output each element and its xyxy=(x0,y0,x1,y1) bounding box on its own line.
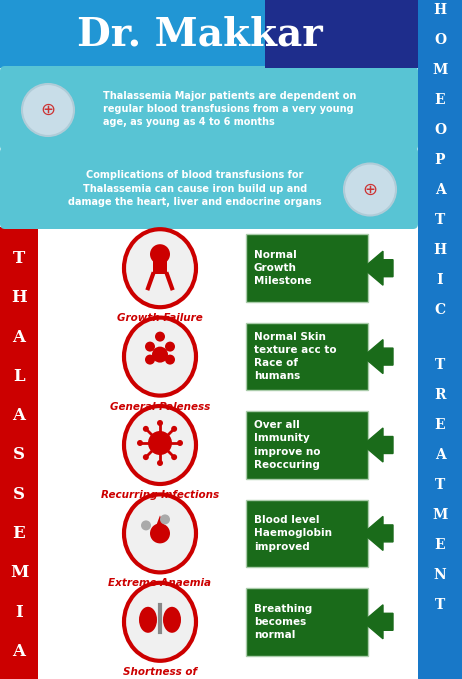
Text: Over all
Immunity
improve no
Reoccuring: Over all Immunity improve no Reoccuring xyxy=(254,420,321,470)
Text: A: A xyxy=(435,183,445,197)
Text: R: R xyxy=(434,388,446,402)
Text: Recurring Infections: Recurring Infections xyxy=(101,490,219,500)
Circle shape xyxy=(160,515,170,524)
Circle shape xyxy=(171,454,177,460)
Text: N: N xyxy=(434,568,446,582)
Text: M: M xyxy=(432,63,448,77)
FancyBboxPatch shape xyxy=(153,256,167,274)
Circle shape xyxy=(150,244,170,264)
Text: A: A xyxy=(12,407,25,424)
Circle shape xyxy=(137,440,143,446)
Text: S: S xyxy=(13,447,25,464)
Text: General Paleness: General Paleness xyxy=(110,401,210,411)
Circle shape xyxy=(148,431,172,455)
Text: P: P xyxy=(435,153,445,167)
FancyBboxPatch shape xyxy=(246,234,368,302)
Text: Breathing
becomes
normal: Breathing becomes normal xyxy=(254,604,312,640)
Text: M: M xyxy=(432,508,448,522)
Circle shape xyxy=(141,520,151,530)
Polygon shape xyxy=(154,515,166,532)
FancyBboxPatch shape xyxy=(0,147,418,229)
Text: I: I xyxy=(437,273,444,287)
Text: ⊕: ⊕ xyxy=(41,101,55,119)
Text: O: O xyxy=(434,33,446,47)
Text: E: E xyxy=(435,418,445,432)
FancyArrow shape xyxy=(363,340,393,373)
Text: A: A xyxy=(12,329,25,346)
Text: T: T xyxy=(435,213,445,227)
FancyBboxPatch shape xyxy=(0,227,38,679)
Ellipse shape xyxy=(124,318,196,396)
FancyBboxPatch shape xyxy=(246,323,368,390)
FancyArrow shape xyxy=(363,517,393,551)
Circle shape xyxy=(344,164,396,215)
Circle shape xyxy=(165,354,175,365)
Text: A: A xyxy=(435,448,445,462)
Text: Normal Skin
texture acc to
Race of
humans: Normal Skin texture acc to Race of human… xyxy=(254,332,337,382)
Circle shape xyxy=(145,342,155,352)
Text: M: M xyxy=(10,564,28,581)
Text: S: S xyxy=(13,485,25,502)
Circle shape xyxy=(157,420,163,426)
Text: E: E xyxy=(12,525,25,542)
Text: T: T xyxy=(435,358,445,372)
Text: ⊕: ⊕ xyxy=(362,181,377,198)
FancyBboxPatch shape xyxy=(0,66,418,151)
Text: I: I xyxy=(15,604,23,621)
FancyArrow shape xyxy=(363,605,393,639)
Circle shape xyxy=(143,454,149,460)
FancyBboxPatch shape xyxy=(418,0,462,679)
Text: T: T xyxy=(13,250,25,267)
Text: Extreme Anaemia: Extreme Anaemia xyxy=(109,579,212,589)
Text: H: H xyxy=(11,289,27,306)
Circle shape xyxy=(157,460,163,466)
FancyBboxPatch shape xyxy=(265,0,418,68)
Circle shape xyxy=(155,350,165,360)
FancyArrow shape xyxy=(363,251,393,285)
Circle shape xyxy=(165,342,175,352)
Ellipse shape xyxy=(139,607,157,633)
Text: O: O xyxy=(434,123,446,137)
Text: H: H xyxy=(433,243,447,257)
Ellipse shape xyxy=(124,583,196,661)
Circle shape xyxy=(145,354,155,365)
Text: T: T xyxy=(435,598,445,612)
FancyBboxPatch shape xyxy=(0,0,418,68)
Text: T: T xyxy=(435,478,445,492)
FancyBboxPatch shape xyxy=(246,500,368,567)
Text: C: C xyxy=(434,303,445,317)
Circle shape xyxy=(177,440,183,446)
Text: Normal
Growth
Milestone: Normal Growth Milestone xyxy=(254,250,312,287)
FancyBboxPatch shape xyxy=(246,588,368,656)
Circle shape xyxy=(150,524,170,543)
FancyArrow shape xyxy=(363,428,393,462)
Text: Growth Failure: Growth Failure xyxy=(117,313,203,323)
Text: H: H xyxy=(433,3,447,17)
Text: Complications of blood transfusions for
Thalassemia can cause iron build up and
: Complications of blood transfusions for … xyxy=(68,170,322,206)
Circle shape xyxy=(171,426,177,432)
Text: E: E xyxy=(435,93,445,107)
Ellipse shape xyxy=(124,494,196,572)
Circle shape xyxy=(22,84,74,136)
Text: L: L xyxy=(13,368,25,385)
Text: Thalassemia Major patients are dependent on
regular blood transfusions from a ve: Thalassemia Major patients are dependent… xyxy=(103,91,357,127)
Text: Shortness of
breath: Shortness of breath xyxy=(123,667,197,679)
FancyBboxPatch shape xyxy=(246,411,368,479)
Text: A: A xyxy=(12,643,25,660)
Text: Blood level
Haemoglobin
improved: Blood level Haemoglobin improved xyxy=(254,515,332,551)
Ellipse shape xyxy=(124,406,196,484)
Text: E: E xyxy=(435,538,445,552)
Ellipse shape xyxy=(163,607,181,633)
Ellipse shape xyxy=(124,230,196,307)
Circle shape xyxy=(143,426,149,432)
Text: Dr. Makkar: Dr. Makkar xyxy=(77,15,323,53)
Circle shape xyxy=(155,331,165,342)
Circle shape xyxy=(152,346,168,363)
